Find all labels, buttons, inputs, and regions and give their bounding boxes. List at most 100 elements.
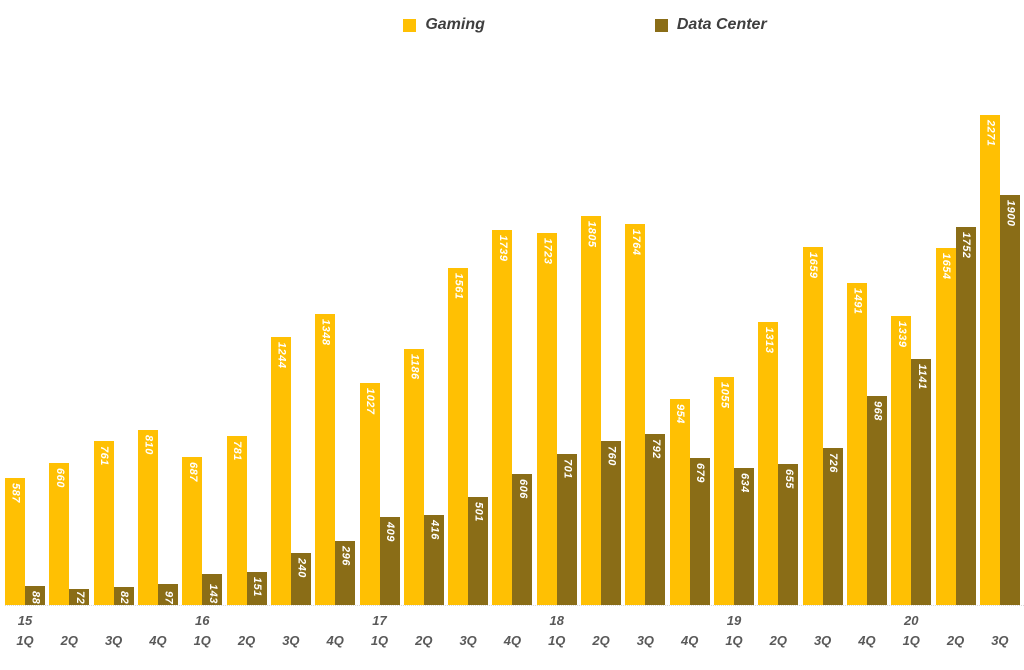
- gaming-bar-value: 1339: [895, 321, 908, 348]
- bar-chart-page: Gaming Data Center 587 88 660 72 761 82 810 97 6…: [0, 14, 1024, 670]
- bar-group: 1561 501: [448, 268, 489, 605]
- data-center-bar-value: 82: [118, 590, 131, 604]
- x-axis-year-label: [94, 611, 134, 631]
- gaming-bar: 1055: [714, 377, 734, 605]
- x-axis-quarter-label: 1Q: [725, 633, 743, 648]
- gaming-bar: 660: [49, 463, 70, 605]
- gaming-bar-value: 954: [674, 404, 687, 424]
- data-center-bar: 1900: [999, 195, 1020, 605]
- bar-group: 2271 1900: [979, 115, 1020, 605]
- data-center-bar-value: 88: [29, 590, 42, 604]
- gaming-bar: 1244: [270, 337, 291, 605]
- x-axis-group: 18 1Q: [537, 611, 577, 651]
- gaming-bar: 1659: [802, 247, 823, 605]
- data-center-bar-value: 1752: [960, 232, 973, 259]
- bar-group: 660 72: [49, 463, 90, 605]
- x-axis-group: 4Q: [670, 611, 710, 651]
- gaming-bar-value: 1244: [275, 342, 288, 369]
- gaming-bar: 1339: [891, 316, 912, 605]
- bar-group: 1723 701: [536, 233, 577, 605]
- x-axis-group: 4Q: [847, 611, 887, 651]
- x-axis-year-label: [227, 611, 267, 631]
- x-axis-group: 19 1Q: [714, 611, 754, 651]
- x-axis-year-label: [625, 611, 665, 631]
- gaming-bar: 1654: [935, 248, 956, 605]
- bar-group: 1739 606: [492, 230, 533, 605]
- bar-group: 1027 409: [359, 383, 400, 605]
- gaming-bar: 587: [5, 478, 25, 605]
- x-axis-year-label: [758, 611, 798, 631]
- gaming-bar-value: 1027: [364, 388, 376, 415]
- gaming-bar-value: 687: [186, 462, 199, 482]
- data-center-bar: 701: [556, 454, 577, 605]
- gaming-bar: 1723: [536, 233, 557, 605]
- bar-group: 1654 1752: [935, 227, 976, 605]
- gaming-bar: 1186: [403, 349, 424, 605]
- x-axis-year-label: [581, 611, 621, 631]
- data-center-bar: 634: [734, 468, 754, 605]
- bar-group: 761 82: [93, 441, 134, 605]
- x-axis-quarter-label: 2Q: [592, 633, 610, 648]
- bar-group: 587 88: [5, 478, 45, 605]
- x-axis-year-label: [847, 611, 887, 631]
- data-center-bar-value: 968: [871, 401, 884, 421]
- bar-group: 1348 296: [315, 314, 356, 605]
- x-axis-quarter-label: 4Q: [681, 633, 699, 648]
- x-axis-labels: 15 1Q 2Q 3Q 4Q 16 1Q 2Q 3Q 4Q 17 1Q 2Q 3Q 4Q 18 1Q 2Q 3Q 4Q…: [5, 611, 1020, 651]
- data-center-bar-value: 634: [738, 473, 751, 493]
- gaming-bar-value: 587: [9, 483, 22, 503]
- legend-label-data-center: Data Center: [676, 16, 767, 33]
- x-axis-group: 3Q: [803, 611, 843, 651]
- gaming-bar-value: 1313: [762, 327, 775, 354]
- bar-groups: 587 88 660 72 761 82 810 97 687 143 781 151 1244 240 1…: [5, 115, 1020, 605]
- data-center-bar: 409: [379, 517, 400, 605]
- gaming-bar: 1027: [359, 383, 380, 605]
- x-axis-group: 4Q: [315, 611, 355, 651]
- data-center-bar: 296: [335, 541, 356, 605]
- data-center-swatch-icon: [654, 18, 668, 32]
- x-axis-quarter-label: 1Q: [16, 633, 34, 648]
- gaming-bar-value: 2271: [984, 120, 997, 147]
- data-center-bar: 1752: [955, 227, 976, 605]
- x-axis-quarter-label: 3Q: [104, 633, 123, 648]
- data-center-bar: 72: [69, 589, 90, 605]
- x-axis-group: 2Q: [227, 611, 267, 651]
- x-axis-group: 3Q: [980, 611, 1020, 651]
- data-center-bar-value: 143: [206, 584, 219, 604]
- gaming-bar-value: 1654: [940, 253, 953, 280]
- gaming-bar-value: 1055: [718, 382, 731, 409]
- x-axis-quarter-label: 1Q: [548, 633, 566, 648]
- x-axis-group: 2Q: [581, 611, 621, 651]
- gaming-bar: 781: [226, 436, 247, 605]
- x-axis-year-label: [315, 611, 355, 631]
- x-axis-quarter-label: 3Q: [991, 633, 1009, 648]
- x-axis-year-label: [803, 611, 843, 631]
- data-center-bar-value: 655: [782, 469, 795, 489]
- x-axis-year-label: 18: [549, 613, 564, 628]
- data-center-bar: 501: [468, 497, 489, 605]
- data-center-bar: 760: [601, 441, 622, 605]
- bar-group: 1659 726: [802, 247, 843, 605]
- x-axis-quarter-label: 3Q: [636, 633, 655, 648]
- x-axis-group: 20 1Q: [891, 611, 931, 651]
- data-center-bar: 143: [202, 574, 223, 605]
- x-axis-year-label: [271, 611, 311, 631]
- data-center-bar: 655: [778, 464, 799, 605]
- x-axis-group: 2Q: [758, 611, 798, 651]
- x-axis-group: 17 1Q: [360, 611, 400, 651]
- bar-group: 1764 792: [625, 224, 666, 605]
- data-center-bar-value: 1900: [1004, 200, 1017, 227]
- gaming-bar-value: 810: [142, 435, 155, 455]
- bar-group: 1244 240: [270, 337, 311, 605]
- x-axis-group: 4Q: [138, 611, 178, 651]
- x-axis-quarter-label: 4Q: [503, 633, 522, 648]
- data-center-bar: 240: [290, 553, 311, 605]
- gaming-bar: 1313: [758, 322, 779, 605]
- bar-group: 1339 1141: [891, 316, 932, 605]
- data-center-bar-value: 97: [162, 590, 175, 604]
- data-center-bar-value: 792: [649, 439, 662, 459]
- data-center-bar-value: 296: [339, 546, 352, 566]
- data-center-bar: 679: [689, 458, 710, 605]
- x-axis-year-label: [980, 611, 1020, 631]
- gaming-swatch-icon: [403, 18, 417, 32]
